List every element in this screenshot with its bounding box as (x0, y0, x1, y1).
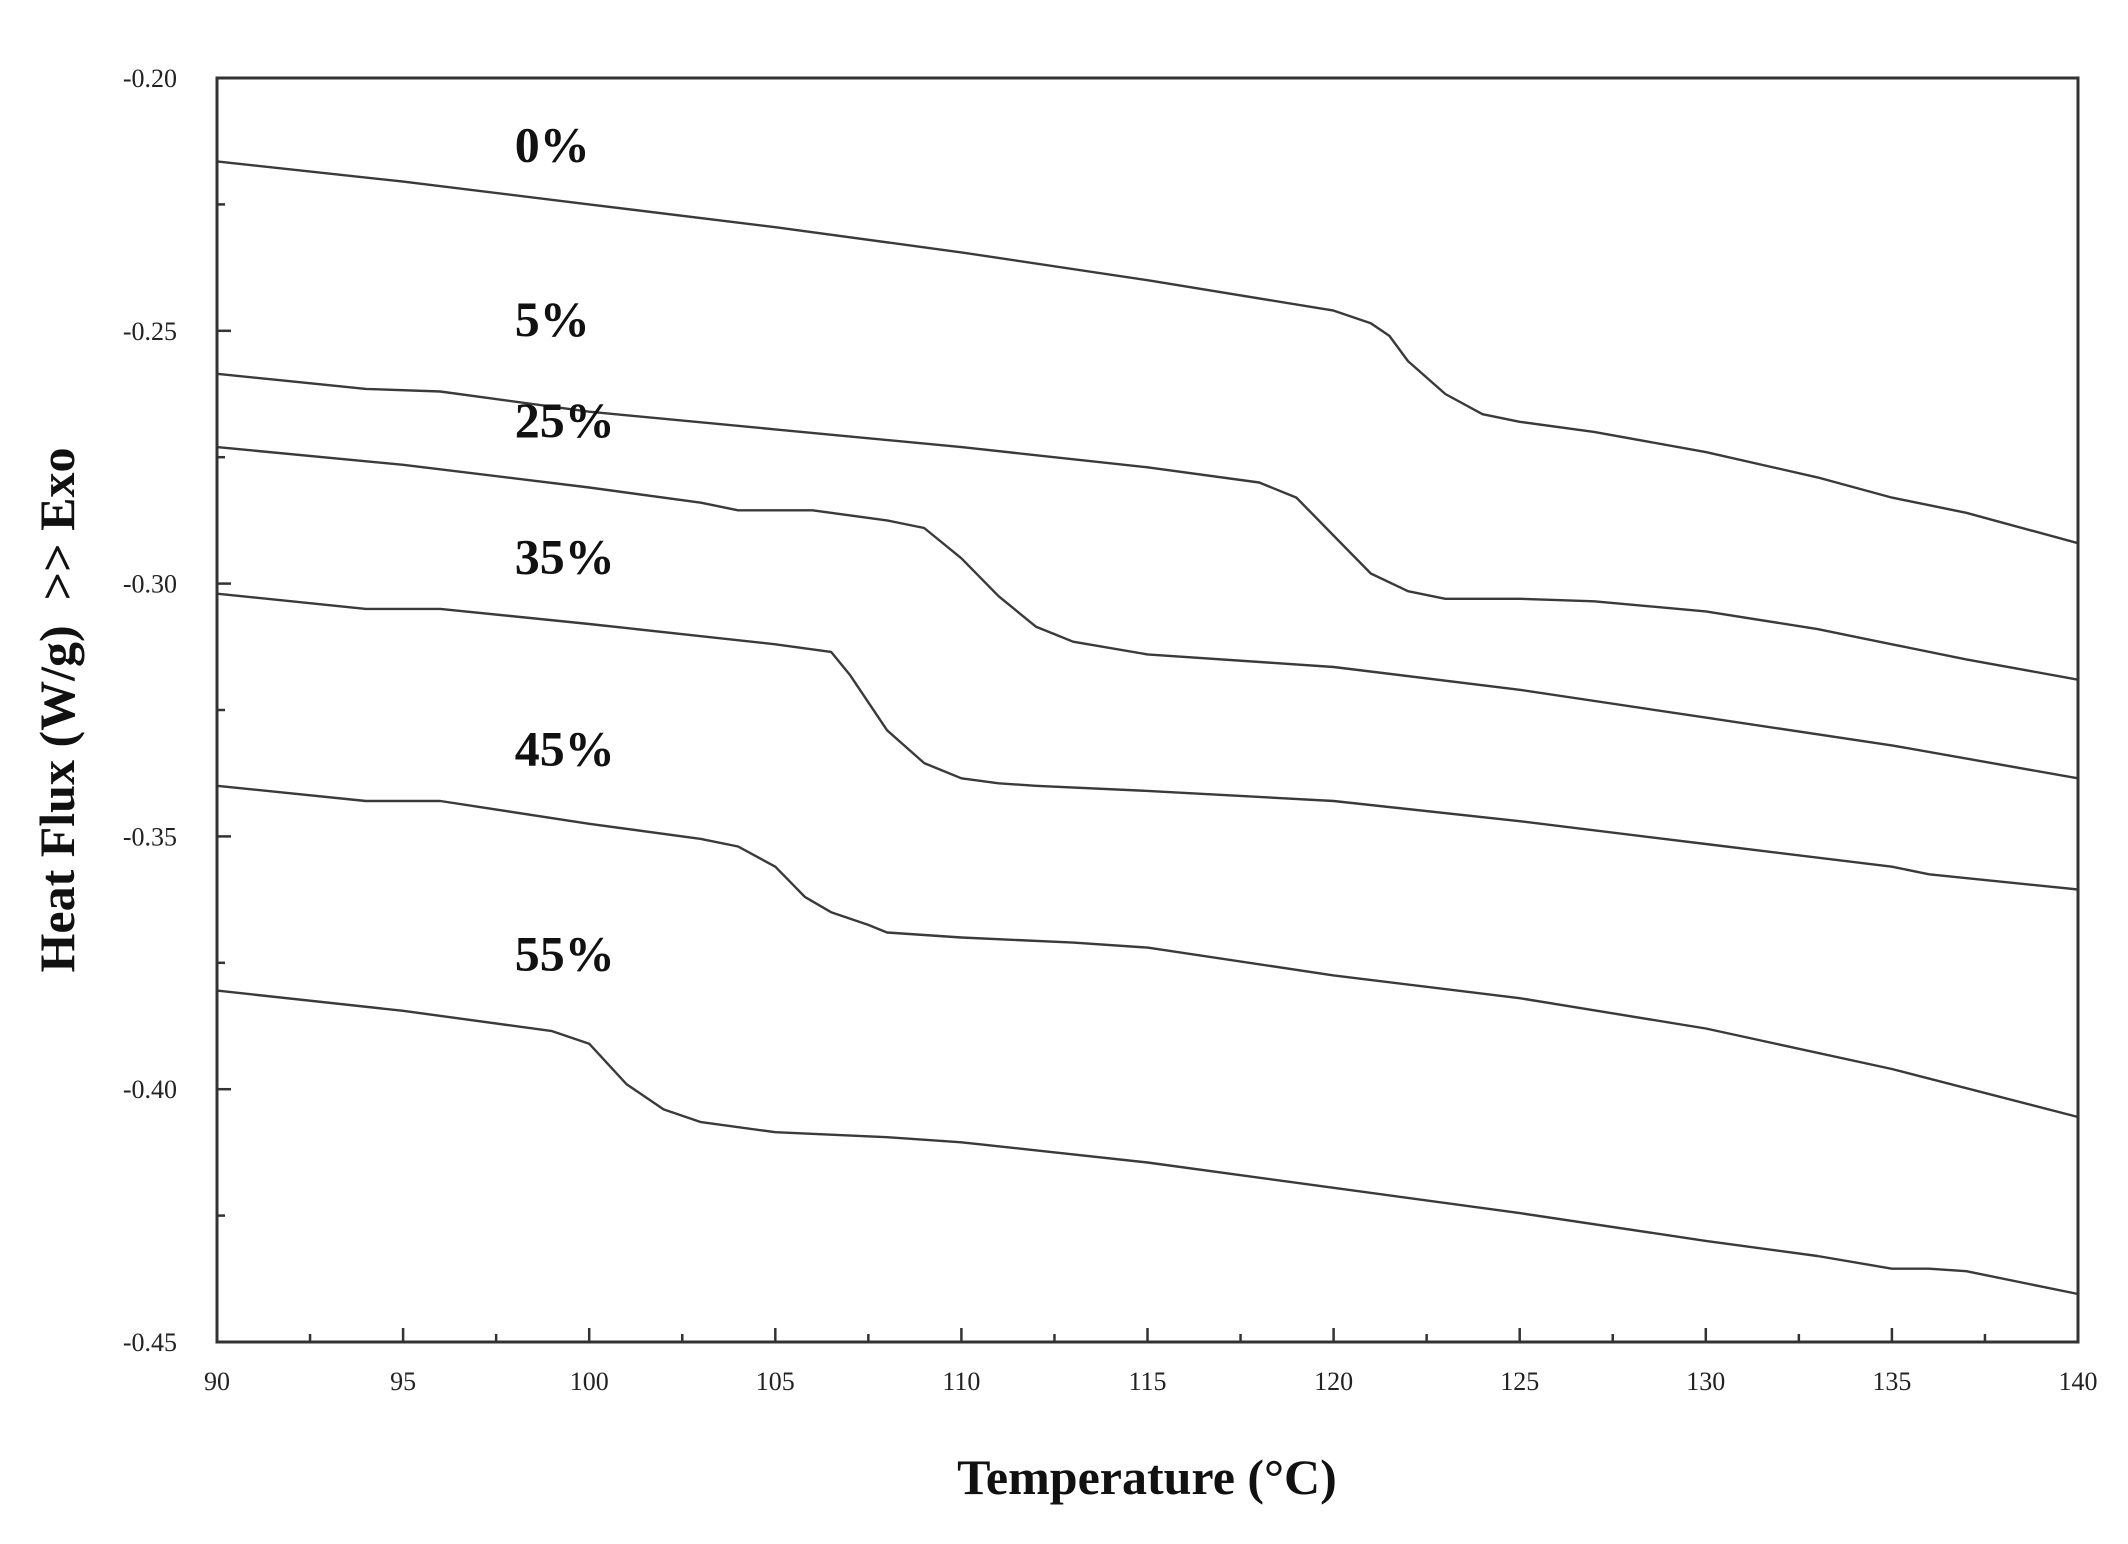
y-tick-label: -0.25 (123, 317, 177, 346)
x-tick-label: 105 (756, 1367, 795, 1396)
label-layer: 0% 5% 25% 35% 45% 55% (515, 116, 615, 981)
plot-frame (215, 76, 2080, 1344)
y-tick-label: -0.45 (123, 1328, 177, 1357)
series-label-35pct: 35% (515, 528, 615, 584)
x-tick-label: 115 (1128, 1367, 1166, 1396)
series-layer (216, 160, 2079, 1296)
x-tick-label: 140 (2059, 1367, 2098, 1396)
series-label-5pct: 5% (515, 291, 590, 347)
series-label-0pct: 0% (515, 116, 590, 172)
y-axis-title: Heat Flux (W/g) >> Exo (29, 448, 85, 973)
series-line-35pct (216, 592, 2079, 891)
series-line-55pct (216, 989, 2079, 1296)
series-line-45pct (216, 784, 2079, 1119)
series-line-5pct (216, 372, 2079, 681)
y-tick-label: -0.20 (123, 64, 177, 93)
series-label-45pct: 45% (515, 721, 615, 777)
series-label-25pct: 25% (515, 392, 615, 448)
series-line-25pct (216, 445, 2079, 780)
x-tick-label: 90 (204, 1367, 230, 1396)
x-tick-label: 120 (1314, 1367, 1353, 1396)
y-tick-label: -0.30 (123, 570, 177, 599)
x-tick-label: 135 (1872, 1367, 1911, 1396)
series-label-55pct: 55% (515, 925, 615, 981)
y-tick-label: -0.40 (123, 1075, 177, 1104)
x-tick-label: 110 (942, 1367, 980, 1396)
x-tick-label: 100 (570, 1367, 609, 1396)
series-line-0pct (216, 160, 2079, 545)
y-tick-label: -0.35 (123, 822, 177, 851)
tick-layer: 90 95 100 105 110 115 120 125 130 135 140 -0.20 -0.2… (123, 64, 2098, 1396)
x-tick-label: 95 (390, 1367, 416, 1396)
x-tick-label: 125 (1500, 1367, 1539, 1396)
x-axis-title: Temperature (°C) (957, 1449, 1337, 1505)
x-tick-label: 130 (1686, 1367, 1725, 1396)
